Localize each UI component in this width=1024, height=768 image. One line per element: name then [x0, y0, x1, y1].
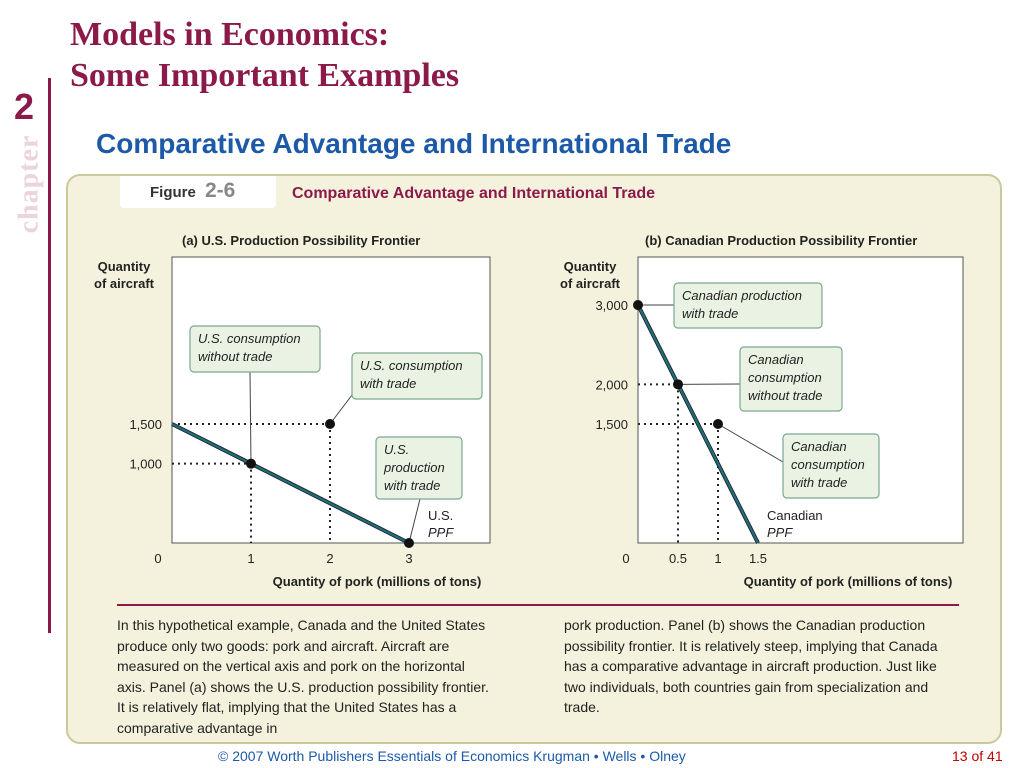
slide-subtitle: Comparative Advantage and International … — [96, 128, 732, 159]
y-tick-label-1-0: 3,000 — [595, 298, 628, 313]
ppf-label-line2-0: PPF — [428, 525, 454, 540]
footer-credit: © 2007 Worth Publishers Essentials of Ec… — [218, 748, 686, 764]
data-point-1-1 — [673, 379, 683, 390]
callout-text-0-0-1: without trade — [198, 349, 272, 364]
callout-box-1-0 — [673, 282, 823, 329]
chart-title-1: (b) Canadian Production Possibility Fron… — [645, 233, 917, 248]
callout-text-1-2-2: with trade — [791, 475, 847, 490]
ppf-label-line1-1: Canadian — [767, 508, 823, 523]
callout-leader-1-2 — [717, 423, 784, 463]
callout-text-0-2-2: with trade — [384, 478, 440, 493]
ppf-label-line2-1: PPF — [767, 525, 793, 540]
slide-title-line1: Models in Economics: — [70, 16, 390, 53]
callout-text-1-1-0: Canadian — [748, 352, 804, 367]
callout-text-0-2-0: U.S. — [384, 442, 409, 457]
caption-left: In this hypothetical example, Canada and… — [117, 617, 489, 736]
plot-area-0 — [171, 256, 491, 544]
callout-text-1-2-0: Canadian — [791, 439, 847, 454]
ppf-line-0 — [171, 423, 410, 544]
ppf-label-line1-0: U.S. — [428, 508, 453, 523]
chart-title-0: (a) U.S. Production Possibility Frontier — [182, 233, 420, 248]
x-axis-label-0: Quantity of pork (millions of tons) — [273, 574, 482, 589]
figure-label: Figure — [150, 184, 196, 201]
caption-rule — [117, 604, 959, 606]
y-axis-label-line2-0: of aircraft — [94, 276, 155, 291]
callout-box-0-1 — [351, 352, 483, 400]
y-tick-label-1-2: 1,500 — [595, 417, 628, 432]
x-axis-label-1: Quantity of pork (millions of tons) — [744, 574, 953, 589]
y-tick-label-0-1: 1,000 — [129, 457, 162, 472]
x-tick-label-0-1: 1 — [247, 551, 254, 566]
data-point-1-0 — [633, 300, 643, 310]
x-tick-label-1-3: 1.5 — [749, 551, 767, 566]
data-point-0-1 — [325, 419, 335, 429]
callout-box-1-1 — [739, 346, 843, 412]
y-axis-label-line1-0: Quantity — [98, 259, 151, 274]
y-axis-label-line2-1: of aircraft — [560, 276, 621, 291]
figure-title: Comparative Advantage and International … — [292, 185, 656, 202]
y-tick-label-1-1: 2,000 — [595, 377, 628, 392]
x-tick-label-1-2: 1 — [714, 551, 721, 566]
figure-number: 2-6 — [205, 179, 236, 202]
callout-box-0-0 — [189, 325, 321, 373]
x-tick-label-0-0: 0 — [154, 551, 161, 566]
data-point-0-0 — [246, 458, 256, 469]
x-tick-label-1-1: 0.5 — [669, 551, 687, 566]
callout-box-1-2 — [782, 433, 880, 499]
chapter-number: 2 — [14, 86, 35, 127]
callout-text-0-1-1: with trade — [360, 376, 416, 391]
x-tick-label-1-0: 0 — [622, 551, 629, 566]
callout-leader-0-0 — [249, 371, 252, 464]
y-axis-label-line1-1: Quantity — [564, 259, 617, 274]
figure-tab — [120, 176, 276, 208]
callout-text-0-1-0: U.S. consumption — [360, 358, 463, 373]
y-tick-label-0-0: 1,500 — [129, 417, 162, 432]
slide-title: Models in Economics: Some Important Exam… — [70, 14, 459, 96]
callout-text-1-0-1: with trade — [682, 306, 738, 321]
ppf-line-1 — [637, 304, 759, 544]
caption-right: pork production. Panel (b) shows the Can… — [564, 617, 938, 716]
chapter-divider — [48, 78, 51, 633]
slide-title-line2: Some Important Examples — [70, 57, 460, 94]
callout-text-1-0-0: Canadian production — [682, 288, 802, 303]
callout-text-1-1-1: consumption — [748, 370, 822, 385]
callout-text-1-1-2: without trade — [748, 388, 822, 403]
callout-box-0-2 — [375, 436, 463, 500]
data-point-0-2 — [404, 538, 414, 548]
x-tick-label-0-3: 3 — [405, 551, 412, 566]
callout-leader-0-1 — [329, 394, 353, 425]
page-number: 13 of 41 — [952, 748, 1003, 764]
callout-leader-0-2 — [408, 498, 421, 544]
data-point-1-2 — [713, 419, 723, 429]
callout-text-1-2-1: consumption — [791, 457, 865, 472]
callout-text-0-2-1: production — [383, 460, 445, 475]
callout-text-0-0-0: U.S. consumption — [198, 331, 301, 346]
x-tick-label-0-2: 2 — [326, 551, 333, 566]
